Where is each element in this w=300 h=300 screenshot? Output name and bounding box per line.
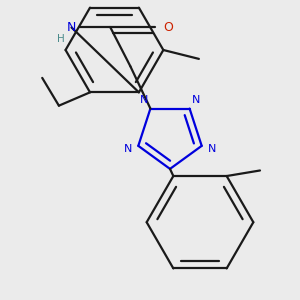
Text: O: O bbox=[163, 21, 173, 34]
Text: N: N bbox=[140, 94, 148, 105]
Text: N: N bbox=[124, 144, 132, 154]
Text: N: N bbox=[208, 144, 217, 154]
Text: N: N bbox=[192, 94, 200, 105]
Text: N: N bbox=[67, 21, 76, 34]
Text: H: H bbox=[56, 34, 64, 44]
